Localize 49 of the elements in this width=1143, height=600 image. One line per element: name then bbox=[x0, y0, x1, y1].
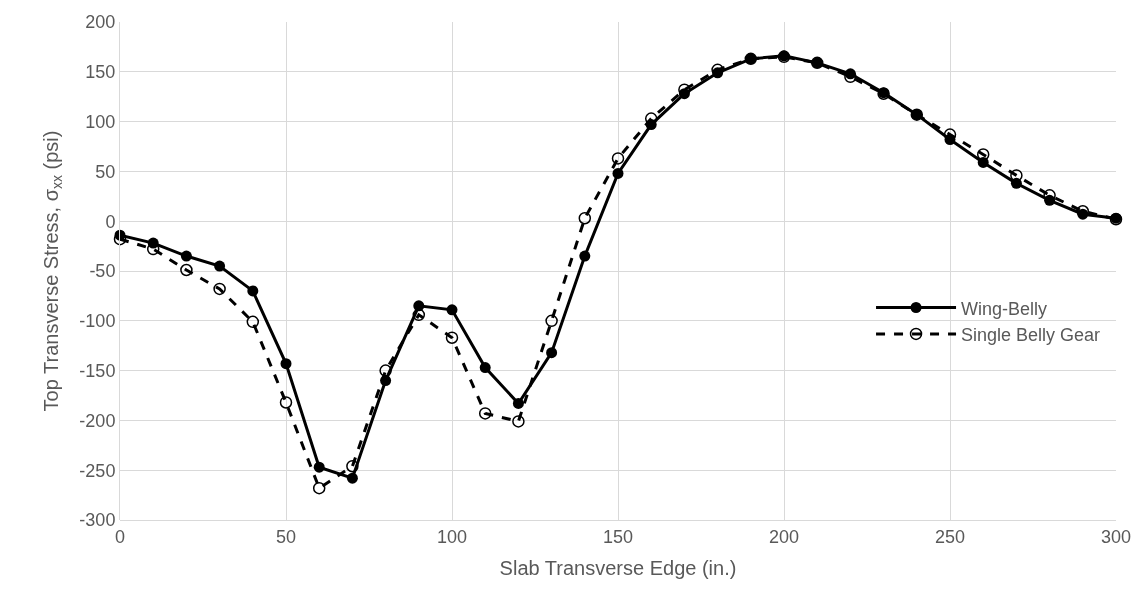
point bbox=[280, 358, 292, 370]
x-axis-title: Slab Transverse Edge (in.) bbox=[499, 557, 737, 580]
x-tick-label: 200 bbox=[768, 526, 800, 547]
point bbox=[412, 308, 426, 322]
point bbox=[180, 250, 192, 262]
point bbox=[644, 112, 658, 125]
x-tick-label: 50 bbox=[275, 526, 297, 547]
point bbox=[246, 315, 260, 329]
point bbox=[976, 148, 990, 161]
point bbox=[512, 415, 525, 428]
x-tick-label: 250 bbox=[934, 526, 966, 547]
y-tick-label: 50 bbox=[95, 161, 116, 182]
x-tick-label: 100 bbox=[436, 526, 468, 547]
point bbox=[214, 260, 226, 272]
y-tick-label: -100 bbox=[79, 311, 116, 332]
point bbox=[612, 167, 624, 179]
point bbox=[346, 459, 359, 473]
legend-label: Single Belly Gear bbox=[961, 324, 1101, 345]
point bbox=[445, 331, 459, 344]
y-tick-label: 100 bbox=[85, 111, 116, 132]
point bbox=[312, 481, 326, 495]
point bbox=[579, 250, 591, 262]
y-tick-label: -200 bbox=[79, 410, 116, 431]
point bbox=[180, 263, 193, 277]
point bbox=[279, 396, 293, 409]
point bbox=[247, 285, 259, 297]
y-tick-label: -150 bbox=[79, 360, 116, 381]
y-tick-label: 0 bbox=[105, 211, 116, 232]
point bbox=[346, 472, 358, 484]
x-tick-label: 150 bbox=[602, 526, 634, 547]
legend-label: Wing-Belly bbox=[961, 298, 1048, 319]
point bbox=[479, 362, 491, 374]
point bbox=[512, 397, 524, 409]
point bbox=[844, 70, 857, 84]
x-tick-label: 300 bbox=[1100, 526, 1132, 547]
y-tick-label: 150 bbox=[85, 62, 116, 83]
y-tick-label: -50 bbox=[89, 261, 116, 282]
point bbox=[379, 364, 392, 377]
y-tick-label: -300 bbox=[79, 510, 116, 531]
y-tick-label: 200 bbox=[85, 12, 116, 33]
point bbox=[578, 211, 592, 225]
point bbox=[545, 314, 558, 328]
point bbox=[546, 347, 558, 359]
point bbox=[611, 152, 625, 165]
point bbox=[313, 461, 325, 473]
point bbox=[446, 304, 458, 316]
point bbox=[213, 282, 226, 296]
y-tick-label: -250 bbox=[79, 460, 116, 481]
point bbox=[478, 407, 492, 420]
